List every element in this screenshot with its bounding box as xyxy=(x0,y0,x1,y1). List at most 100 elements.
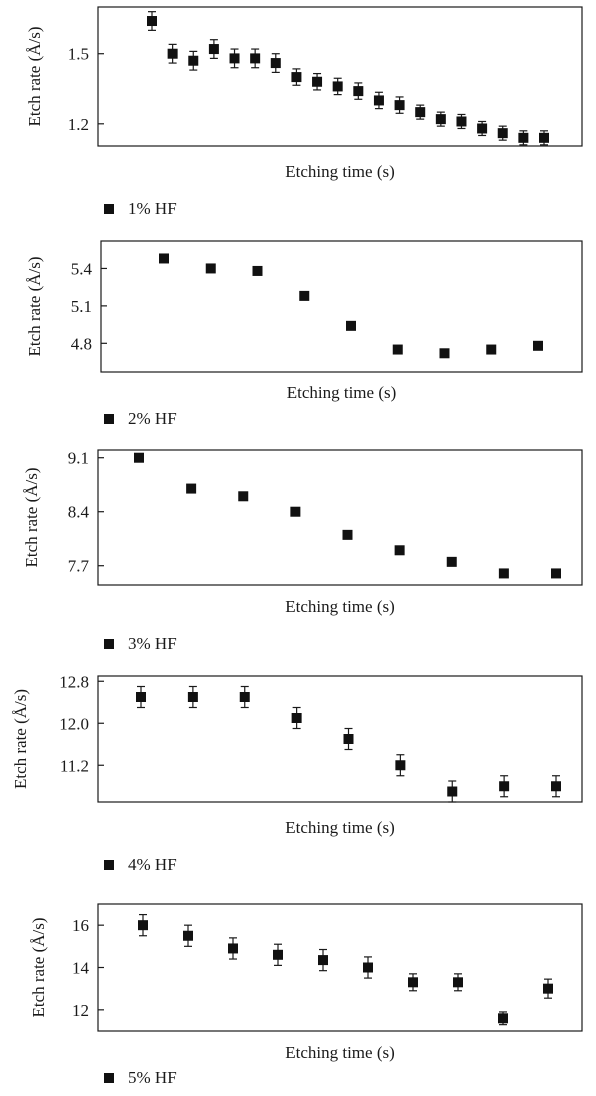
data-point xyxy=(318,955,328,966)
data-point xyxy=(183,930,193,941)
data-point xyxy=(497,128,508,139)
plot-frame xyxy=(97,903,583,1032)
legend-marker xyxy=(104,639,114,649)
x-axis-label: Etching time (s) xyxy=(285,1043,395,1062)
data-point xyxy=(447,786,458,797)
y-tick-label: 5.1 xyxy=(71,297,92,316)
data-point xyxy=(498,568,509,579)
data-point xyxy=(228,943,238,954)
x-axis-label: Etching time (s) xyxy=(287,383,397,402)
data-point xyxy=(453,977,463,988)
data-point xyxy=(205,263,216,274)
y-axis-label: Etch rate (Å/s) xyxy=(29,917,48,1017)
legend-label: 4% HF xyxy=(128,855,177,874)
data-point xyxy=(439,348,450,359)
chart-panel-1: 1.5 1.2 Etch rate (Å/s) Etching time (s) 1% … xyxy=(25,6,583,218)
y-tick-label: 7.7 xyxy=(68,557,90,576)
y-tick-label: 9.1 xyxy=(68,449,89,468)
y-axis-label: Etch rate (Å/s) xyxy=(25,256,44,356)
plot-frame xyxy=(100,240,583,373)
data-point xyxy=(291,713,302,723)
y-tick-label: 16 xyxy=(72,916,89,935)
legend-label: 2% HF xyxy=(128,409,177,428)
chart-panel-2: 5.4 5.1 4.8 Etch rate (Å/s) Etching time (s)… xyxy=(25,240,583,428)
data-point xyxy=(187,692,198,702)
data-point xyxy=(551,781,561,792)
y-tick-label: 4.8 xyxy=(71,334,92,353)
legend-label: 3% HF xyxy=(128,634,177,653)
legend-label: 5% HF xyxy=(128,1068,177,1087)
data-point xyxy=(138,920,148,931)
data-point xyxy=(363,962,373,973)
data-point xyxy=(373,95,384,106)
y-tick-label: 1.5 xyxy=(68,45,89,64)
legend-label: 1% HF xyxy=(128,199,177,218)
y-tick-label: 12 xyxy=(72,1001,89,1020)
data-point xyxy=(159,253,169,264)
y-tick-label: 5.4 xyxy=(71,259,93,278)
data-point xyxy=(290,506,301,517)
plot-frame xyxy=(97,449,583,586)
data-point xyxy=(270,58,281,69)
y-axis-label: Etch rate (Å/s) xyxy=(25,26,44,126)
data-point xyxy=(518,132,529,143)
plot-frame xyxy=(97,675,583,803)
data-point xyxy=(299,290,310,301)
x-axis-label: Etching time (s) xyxy=(285,162,395,181)
y-tick-label: 11.2 xyxy=(60,756,89,775)
chart-panel-5: 16 14 12 Etch rate (Å/s) Etching time (s) 5% … xyxy=(29,903,583,1087)
y-tick-label: 12.8 xyxy=(59,672,89,691)
y-tick-label: 12.0 xyxy=(59,714,89,733)
data-point xyxy=(498,1013,508,1024)
data-point xyxy=(408,977,418,988)
data-point xyxy=(186,483,197,494)
chart-panel-4: 12.8 12.0 11.2 Etch rate (Å/s) Etching time … xyxy=(11,672,583,874)
data-point xyxy=(456,116,467,127)
data-point xyxy=(415,107,426,118)
data-point xyxy=(208,44,219,55)
x-axis-label: Etching time (s) xyxy=(285,818,395,837)
data-point xyxy=(229,53,240,64)
data-point xyxy=(136,692,146,702)
data-point xyxy=(394,545,405,556)
y-axis-label: Etch rate (Å/s) xyxy=(11,689,30,789)
legend-marker xyxy=(104,860,114,870)
data-point xyxy=(250,53,261,64)
data-point xyxy=(291,72,302,83)
data-point xyxy=(477,123,488,134)
data-point xyxy=(188,55,199,66)
legend-marker xyxy=(104,1073,114,1083)
data-point xyxy=(332,81,343,92)
legend-marker xyxy=(104,204,114,214)
data-point xyxy=(346,320,356,331)
data-point xyxy=(551,568,561,579)
data-point xyxy=(167,48,178,59)
data-point xyxy=(343,734,354,744)
data-point xyxy=(395,760,406,771)
y-tick-label: 14 xyxy=(72,959,90,978)
legend-marker xyxy=(104,414,114,424)
data-point xyxy=(342,529,353,540)
data-point xyxy=(486,344,497,355)
data-point xyxy=(273,949,283,960)
data-point xyxy=(539,132,549,143)
x-axis-label: Etching time (s) xyxy=(285,597,395,616)
data-point xyxy=(446,556,457,567)
data-point xyxy=(543,983,553,994)
y-tick-label: 1.2 xyxy=(68,115,89,134)
data-point xyxy=(147,16,157,27)
chart-panel-3: 9.1 8.4 7.7 Etch rate (Å/s) Etching time (s)… xyxy=(22,449,583,653)
data-point xyxy=(239,692,250,702)
data-point xyxy=(134,452,144,463)
y-tick-label: 8.4 xyxy=(68,503,90,522)
data-point xyxy=(252,265,263,276)
data-point xyxy=(394,100,405,111)
plot-frame xyxy=(97,6,583,147)
data-point xyxy=(238,491,249,502)
data-point xyxy=(499,781,510,792)
y-axis-label: Etch rate (Å/s) xyxy=(22,467,41,567)
data-point xyxy=(533,340,543,351)
data-point xyxy=(435,114,446,125)
data-point xyxy=(353,86,364,97)
